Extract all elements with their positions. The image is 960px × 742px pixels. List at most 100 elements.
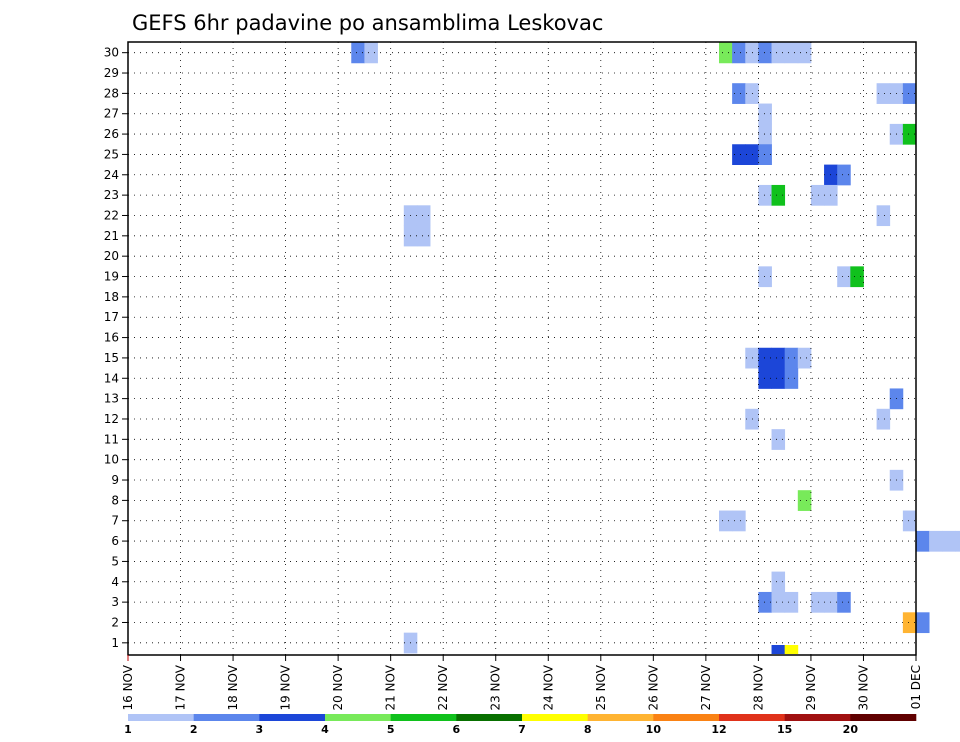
y-tick-label: 28 (104, 86, 119, 100)
heat-cell-bottom (784, 645, 799, 654)
heat-cell (758, 347, 772, 369)
x-tick-label: 29 NOV (804, 664, 818, 710)
legend-label: 8 (584, 723, 592, 736)
heat-cell (364, 42, 378, 64)
y-tick-label: 10 (104, 453, 119, 467)
heat-cell (416, 225, 431, 247)
y-tick-label: 29 (104, 66, 119, 80)
heat-cell (850, 266, 864, 288)
heat-cell (837, 591, 851, 613)
heat-cell (902, 123, 917, 145)
heat-cell (758, 266, 772, 288)
x-tick-label: 22 NOV (436, 664, 450, 710)
y-tick-label: 18 (104, 290, 119, 304)
legend-swatch (522, 714, 588, 721)
heat-cell (719, 510, 733, 532)
legend-label: 5 (387, 723, 395, 736)
heat-cell (732, 42, 746, 64)
heat-cell (797, 490, 812, 511)
y-tick-label: 15 (104, 351, 119, 365)
legend-swatch (193, 714, 260, 721)
heat-cell (758, 123, 772, 145)
x-tick-label: 19 NOV (279, 664, 293, 710)
heat-cell (784, 368, 799, 389)
heat-cell (732, 83, 746, 104)
heat-cell (758, 368, 772, 389)
heat-cell (758, 103, 772, 125)
legend-label: 20 (843, 723, 859, 736)
y-tick-label: 27 (104, 107, 119, 121)
y-tick-label: 6 (111, 534, 119, 548)
heat-cell (351, 42, 365, 64)
legend-swatch (653, 714, 720, 721)
legend-swatch (587, 714, 654, 721)
heat-cell (942, 530, 956, 552)
heat-cell (916, 612, 930, 634)
x-tick-label: 27 NOV (699, 664, 713, 710)
y-tick-label: 21 (104, 229, 119, 243)
y-tick-label: 19 (104, 270, 119, 284)
heat-cell (758, 591, 772, 613)
legend-swatch (456, 714, 523, 721)
heat-cell (758, 184, 772, 206)
y-tick-label: 22 (104, 208, 119, 222)
y-tick-label: 4 (111, 575, 119, 589)
heat-cell (732, 144, 746, 165)
legend-label: 3 (256, 723, 264, 736)
y-tick-label: 11 (104, 432, 119, 446)
y-tick-label: 7 (111, 514, 119, 528)
legend-swatch (719, 714, 785, 721)
y-tick-label: 24 (104, 168, 119, 182)
heat-cell (837, 266, 851, 288)
y-tick-label: 5 (111, 554, 119, 568)
legend-label: 12 (711, 723, 726, 736)
x-axis: 16 NOV 17 NOV 18 NOV 19 NOV 20 NOV 21 NOV 22 N… (121, 655, 923, 711)
x-tick-label: 26 NOV (646, 664, 660, 710)
y-tick-label: 25 (104, 147, 119, 161)
y-tick-label: 8 (111, 493, 119, 507)
y-tick-label: 1 (111, 636, 119, 650)
heat-cell (929, 530, 943, 552)
x-tick-label: 23 NOV (489, 664, 503, 710)
y-tick-label: 23 (104, 188, 119, 202)
heat-cell (784, 591, 799, 613)
heat-cell (758, 144, 772, 165)
heat-cell (876, 205, 891, 227)
x-tick-label: 30 NOV (856, 664, 870, 710)
x-tick-label: 28 NOV (751, 664, 765, 710)
heat-cell (797, 42, 812, 64)
heat-cell (771, 347, 786, 369)
heat-cell (955, 530, 960, 552)
legend-swatch (128, 714, 194, 721)
heat-cell (771, 184, 786, 206)
heat-cell (902, 612, 917, 634)
plot-frame (127, 41, 917, 656)
y-axis: 1234567891011121314151617181920212223242… (104, 46, 128, 650)
heat-cell (876, 83, 891, 104)
legend-label: 7 (518, 723, 526, 736)
y-tick-label: 30 (104, 46, 119, 60)
heat-cell (784, 42, 799, 64)
x-tick-label: 16 NOV (121, 664, 135, 710)
heat-cell (758, 42, 772, 64)
heat-cell (771, 368, 786, 389)
legend-label: 2 (190, 723, 198, 736)
color-legend: 1 2 3 4 5 6 7 8 10 12 15 20 (124, 714, 917, 736)
heat-cell (837, 164, 851, 186)
x-tick-label: 01 DEC (909, 665, 923, 709)
heat-cell (916, 530, 930, 552)
y-tick-label: 9 (111, 473, 119, 487)
heat-cell (416, 205, 431, 227)
heat-cell (771, 429, 786, 450)
chart-title: GEFS 6hr padavine po ansamblima Leskovac (132, 11, 603, 35)
legend-label: 10 (646, 723, 662, 736)
x-tick-label: 17 NOV (174, 664, 188, 710)
legend-swatch (784, 714, 851, 721)
heat-cell (902, 510, 917, 532)
heat-cell (771, 591, 786, 613)
y-tick-label: 3 (111, 595, 119, 609)
heat-cell (810, 591, 825, 613)
legend-swatch (259, 714, 326, 721)
heat-cell (876, 408, 891, 430)
